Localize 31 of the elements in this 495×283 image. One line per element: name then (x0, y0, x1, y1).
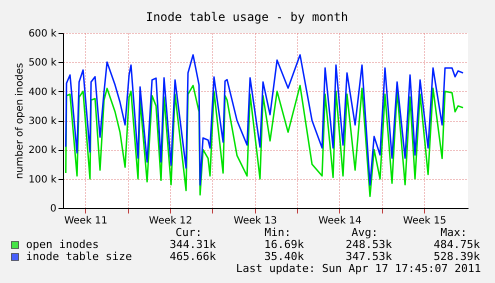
text: Cur: (176, 226, 202, 239)
text: 528.39k (434, 250, 480, 263)
y-tick-label: 0 (50, 204, 56, 214)
legend-label: inode table size (26, 250, 132, 263)
y-tick-label: 100 k (28, 174, 57, 186)
x-tick-label: Week 14 (318, 216, 362, 226)
y-tick-label: 400 k (28, 86, 57, 98)
legend-label: open inodes (26, 238, 99, 251)
text: 35.40k (264, 250, 304, 263)
x-tick-label: Week 11 (64, 216, 108, 226)
text: 465.66k (170, 250, 216, 263)
text: Max: (440, 226, 467, 239)
y-tick-label: 300 k (28, 116, 57, 127)
x-tick-label: Week 13 (234, 216, 277, 226)
x-tick-label: Week 15 (403, 216, 446, 226)
text: 347.53k (346, 250, 392, 263)
text: 484.75k (434, 238, 480, 251)
y-axis-title: number of open inodes (14, 62, 26, 180)
text: Min: (264, 226, 291, 239)
text: Avg: (352, 226, 378, 239)
x-tick-label: Week 12 (148, 216, 192, 226)
y-tick-label: 200 k (28, 145, 57, 156)
text: 248.53k (346, 238, 392, 251)
y-tick-label: 500 k (28, 58, 57, 69)
text: 16.69k (264, 238, 304, 251)
text: 344.31k (170, 238, 216, 251)
y-tick-label: 600 k (28, 28, 57, 40)
line-series (65, 84, 464, 198)
line-series (65, 54, 464, 186)
chart-title: Inode table usage - by month (146, 10, 348, 24)
text: Last update: Sun Apr 17 17:45:07 2011 (236, 262, 481, 275)
